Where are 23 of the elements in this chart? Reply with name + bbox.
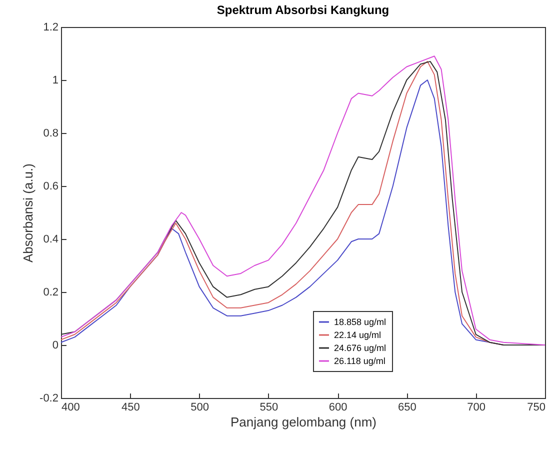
legend-label: 22.14 ug/ml	[334, 330, 382, 340]
x-tick-label: 700	[467, 402, 486, 414]
x-tick-label: 750	[527, 402, 546, 414]
y-tick-label: 1.2	[43, 22, 58, 34]
y-tick-label: 1	[52, 74, 58, 86]
x-tick-label: 550	[260, 402, 278, 414]
y-tick-label: 0.8	[43, 128, 58, 140]
y-tick-label: 0.6	[43, 180, 58, 192]
y-axis-title: Absorbansi (a.u.)	[20, 164, 36, 262]
y-tick-label: 0.2	[43, 286, 58, 298]
y-tick-label: -0.2	[40, 392, 58, 404]
y-tick-label: 0	[52, 340, 58, 352]
x-tick-label: 650	[398, 402, 416, 414]
legend-label: 26.118 ug/ml	[334, 356, 386, 366]
y-tick-label: 0.4	[43, 234, 58, 246]
x-tick-label: 500	[190, 402, 209, 414]
legend-label: 18.858 ug/ml	[334, 317, 386, 327]
x-tick-label: 450	[121, 402, 140, 414]
x-axis-title: Panjang gelombang (nm)	[230, 414, 376, 430]
x-tick-label: 400	[62, 402, 80, 414]
chart-title: Spektrum Absorbsi Kangkung	[216, 3, 390, 17]
legend-label: 24.676 ug/ml	[334, 343, 386, 353]
x-tick-label: 600	[328, 402, 348, 414]
